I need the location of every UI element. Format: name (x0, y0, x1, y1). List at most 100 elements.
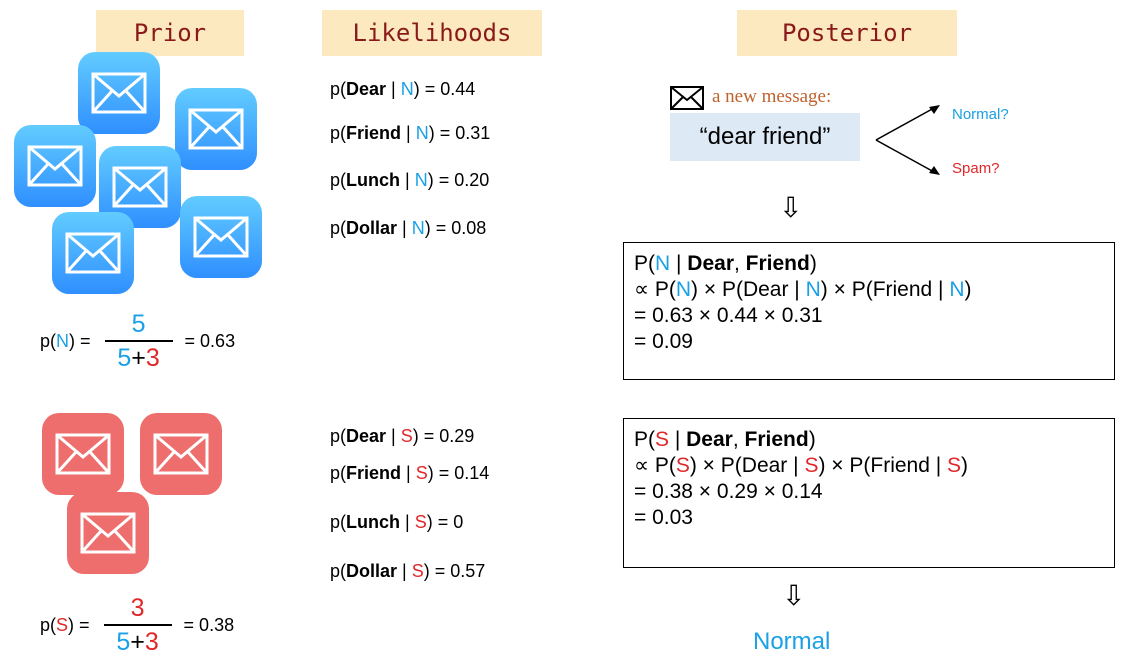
prior-normal-result: = 0.63 (184, 330, 236, 351)
box-line-3: = 0.63 × 0.44 × 0.31 (634, 304, 823, 327)
likelihoods-normal-list: p(Dear | N) = 0.44 p(Friend | N) = 0.31 … (330, 78, 590, 248)
box-line-2: ∝ P(N) × P(Dear | N) × P(Friend | N) (634, 277, 1108, 303)
mail-icon (14, 125, 96, 207)
likelihood-value: 0.29 (439, 426, 475, 446)
mail-icon (52, 212, 134, 294)
likelihood-value: 0.44 (440, 79, 476, 99)
likelihoods-header: Likelihoods (322, 10, 542, 56)
box-line-2: ∝ P(S) × P(Dear | S) × P(Friend | S) (634, 453, 1108, 479)
formula-text: | (397, 218, 412, 238)
word-label: Friend (744, 428, 809, 451)
likelihood-value: 0.20 (454, 170, 490, 190)
formula-text: ) × P(Friend | (820, 278, 950, 301)
formula-text: ) = (426, 512, 454, 532)
option-spam-label: Spam? (952, 160, 1000, 177)
branch-arrows-icon (875, 105, 940, 175)
down-arrow-icon: ⇩ (782, 580, 806, 611)
class-label: N (415, 123, 429, 143)
formula-text: ) (809, 252, 817, 275)
box-line-1: P(S | Dear, Friend) (634, 427, 1108, 453)
likelihoods-spam-list: p(Dear | S) = 0.29 p(Friend | S) = 0.14 … (330, 425, 590, 595)
class-label: S (947, 454, 962, 477)
option-normal-label: Normal? (952, 106, 1009, 123)
formula-text: ) × P(Dear | (689, 454, 805, 477)
formula-text: | (670, 252, 688, 275)
mail-icon (42, 413, 124, 495)
word-label: Dear (686, 428, 733, 451)
envelope-outline-icon (670, 86, 704, 110)
formula-text: | (400, 512, 415, 532)
mail-icon (140, 413, 222, 495)
class-label: N (411, 218, 425, 238)
class-label: S (655, 428, 670, 451)
box-line-4: = 0.03 (634, 506, 693, 529)
prior-spam-formula: p(S) = 3 5+3 = 0.38 (40, 594, 234, 656)
mail-icon (78, 52, 160, 134)
fraction: 5 5+3 (104, 310, 173, 372)
likelihood-value: 0 (453, 512, 464, 532)
class-label: S (804, 454, 819, 477)
formula-text: p( (40, 330, 57, 351)
word-label: Lunch (346, 512, 401, 532)
formula-text: ) = (413, 79, 441, 99)
mail-icon (175, 88, 257, 170)
down-arrow-icon: ⇩ (779, 192, 803, 223)
denominator: 5+3 (116, 628, 158, 656)
class-label: N (414, 170, 428, 190)
likelihood-line: p(Dear | N) = 0.44 (330, 78, 475, 100)
word-label: Lunch (346, 170, 401, 190)
formula-text: | (401, 463, 416, 483)
numerator: 5 (131, 310, 146, 338)
fraction-bar (103, 624, 172, 626)
word-label: Dollar (346, 561, 398, 581)
class-label: S (56, 614, 69, 635)
numerator: 3 (130, 594, 145, 622)
box-line-4: = 0.09 (634, 330, 693, 353)
posterior-header: Posterior (737, 10, 957, 56)
formula-text: ) (961, 454, 969, 477)
likelihood-line: p(Friend | N) = 0.31 (330, 122, 490, 144)
word-label: Friend (745, 252, 810, 275)
formula-text: , (732, 428, 745, 451)
formula-text: ) = (68, 614, 90, 635)
word-label: Friend (346, 123, 402, 143)
new-message-label: a new message: (712, 86, 832, 107)
formula-text: p( (40, 614, 57, 635)
den-normal-count: 5 (116, 628, 131, 656)
likelihood-line: p(Dollar | N) = 0.08 (330, 217, 486, 239)
formula-text: ) = (428, 123, 456, 143)
message-box: “dear friend” (670, 113, 860, 161)
prior-normal-formula: p(N) = 5 5+3 = 0.63 (40, 310, 235, 372)
formula-text: | (401, 123, 416, 143)
formula-text: p( (330, 561, 347, 581)
posterior-normal-box: P(N | Dear, Friend) ∝ P(N) × P(Dear | N)… (623, 242, 1115, 380)
class-label: N (675, 278, 692, 301)
likelihood-line: p(Lunch | S) = 0 (330, 511, 463, 533)
formula-text: p( (330, 170, 347, 190)
class-label: S (675, 454, 690, 477)
formula-text: | (386, 426, 401, 446)
formula-text: P( (634, 252, 655, 275)
fraction: 3 5+3 (103, 594, 172, 656)
formula-text: ) = (427, 170, 455, 190)
formula-text: p( (330, 123, 347, 143)
formula-text: ) × P(Friend | (818, 454, 948, 477)
plus-sign: + (131, 344, 146, 372)
word-label: Friend (346, 463, 402, 483)
formula-text: ) = (412, 426, 440, 446)
likelihood-value: 0.31 (455, 123, 491, 143)
class-label: N (400, 79, 414, 99)
formula-text: ) × P(Dear | (691, 278, 806, 301)
class-label: N (655, 252, 671, 275)
formula-text: p( (330, 79, 347, 99)
formula-text: | (397, 561, 412, 581)
formula-text: ) (964, 278, 972, 301)
word-label: Dollar (346, 218, 398, 238)
class-label: N (949, 278, 965, 301)
likelihood-line: p(Dollar | S) = 0.57 (330, 560, 485, 582)
class-label: N (56, 330, 70, 351)
likelihood-line: p(Friend | S) = 0.14 (330, 462, 489, 484)
formula-text: ∝ P( (634, 278, 676, 301)
formula-text: ) = (424, 218, 452, 238)
